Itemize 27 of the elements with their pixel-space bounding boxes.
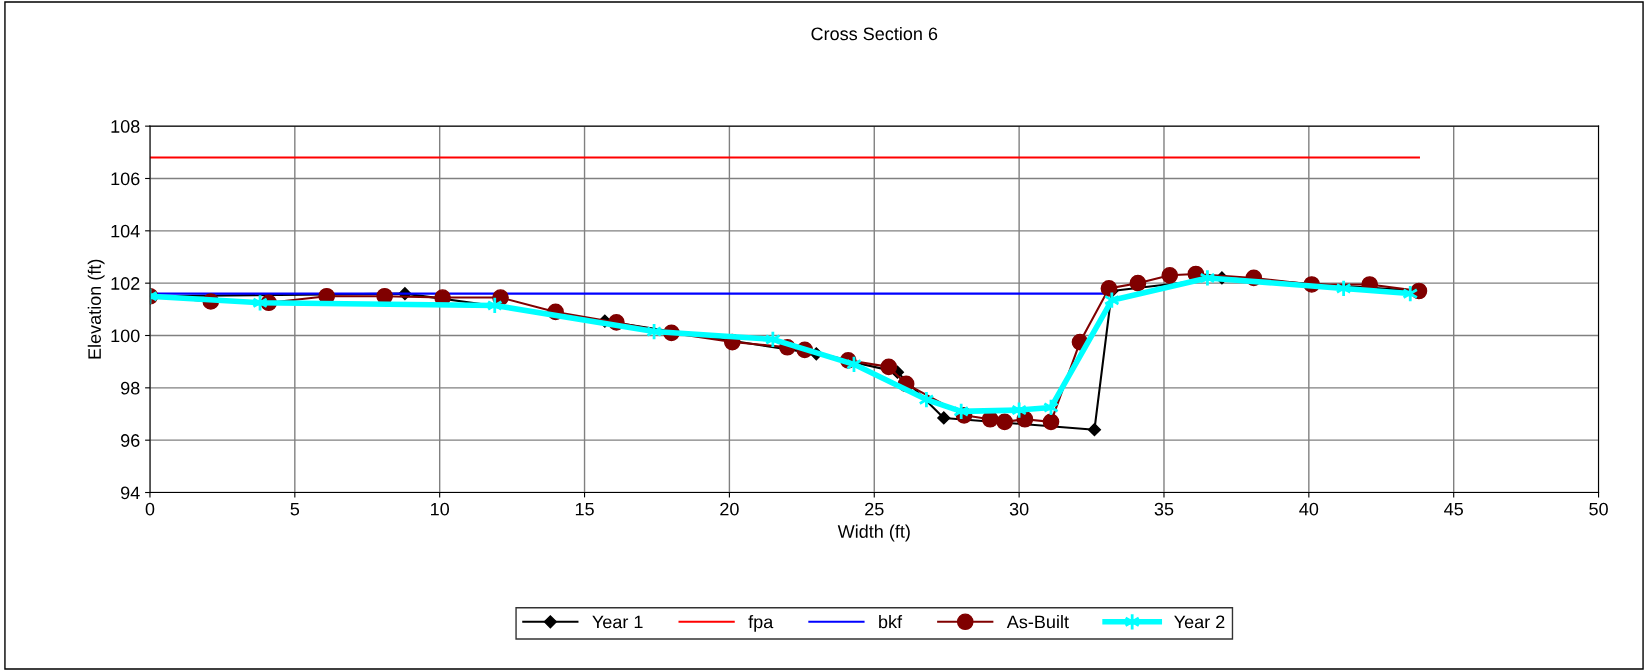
y-tick-label: 102 (111, 277, 140, 290)
x-axis-title: Width (ft) (837, 524, 910, 542)
x-tick-label: 35 (1154, 502, 1174, 516)
y-tick-label: 104 (111, 224, 140, 238)
x-tick-label: 45 (1444, 502, 1463, 516)
legend-label: Year 1 (592, 615, 643, 629)
y-tick-label: 100 (111, 329, 140, 343)
y-tick-label: 96 (121, 434, 140, 447)
y-tick-label: 106 (111, 172, 140, 186)
x-tick-label: 5 (290, 502, 300, 516)
x-tick-label: 50 (1589, 502, 1608, 516)
y-tick-label: 108 (111, 120, 140, 133)
legend-label: As-Built (1006, 615, 1069, 629)
legend-label: bkf (879, 615, 903, 629)
x-tick-label: 40 (1299, 502, 1319, 516)
x-tick-label: 25 (865, 502, 884, 516)
x-tick-label: 30 (1009, 502, 1029, 516)
legend-label: Year 2 (1174, 615, 1225, 629)
y-tick-label: 94 (121, 486, 140, 500)
chart-title: Cross Section 6 (811, 26, 938, 41)
x-tick-label: 10 (431, 502, 450, 516)
x-tick-label: 0 (145, 502, 155, 516)
y-axis-title: Elevation (ft) (87, 259, 105, 359)
x-tick-label: 20 (720, 502, 739, 516)
legend-label: fpa (748, 615, 774, 632)
x-tick-label: 15 (575, 502, 594, 516)
y-tick-label: 98 (121, 381, 140, 395)
